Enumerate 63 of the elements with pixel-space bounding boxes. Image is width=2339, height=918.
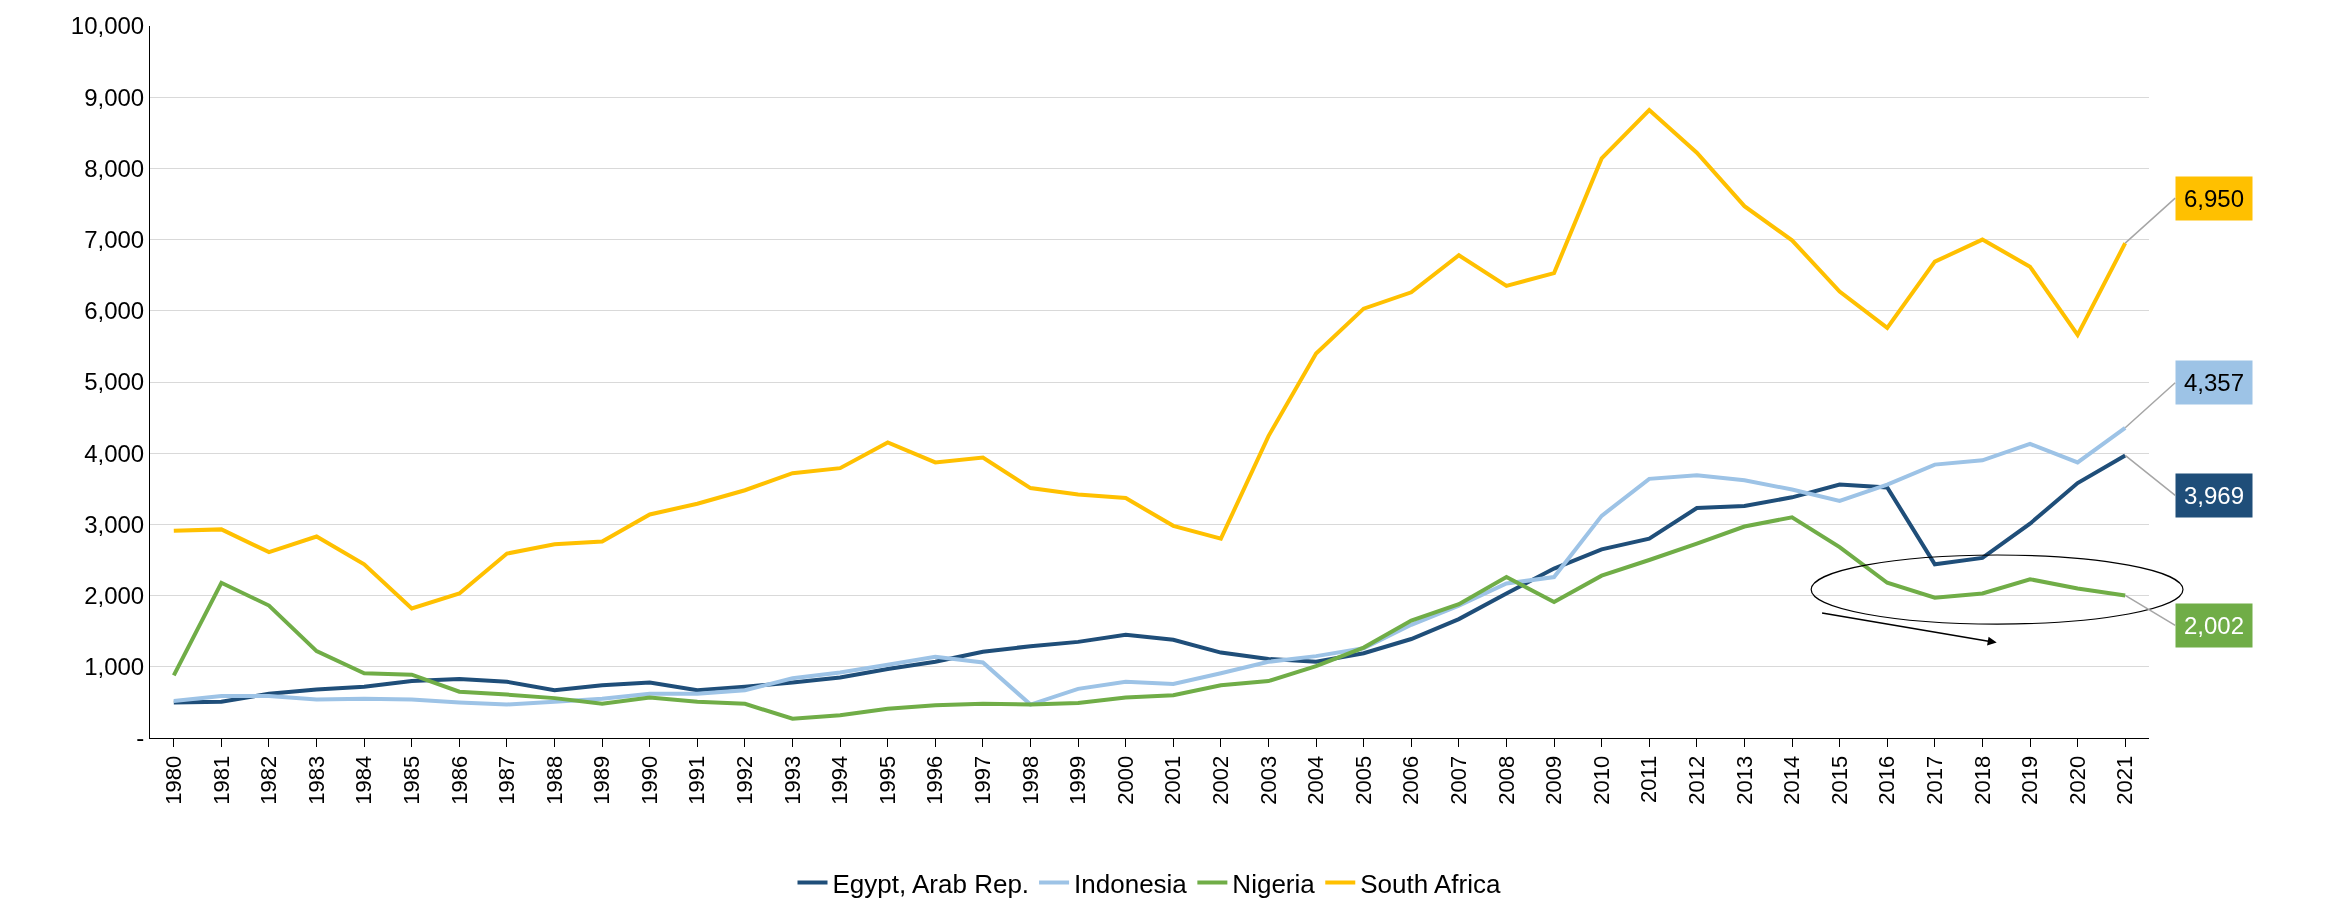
x-tick-label: 2016: [1874, 755, 1900, 805]
x-tick-label: 2017: [1921, 755, 1947, 805]
y-tick-label: 3,000: [84, 510, 145, 538]
x-tick-label: 2006: [1398, 755, 1424, 805]
x-tick-label: 1985: [398, 755, 424, 805]
x-tick-label: 2013: [1731, 755, 1757, 805]
legend-label: Egypt, Arab Rep.: [832, 868, 1030, 899]
x-tick-label: 1987: [494, 755, 520, 805]
x-tick-label: 2009: [1541, 755, 1567, 805]
x-tick-label: 2008: [1493, 755, 1519, 805]
y-tick-label: 8,000: [84, 154, 145, 182]
x-tick-label: 1986: [446, 755, 472, 805]
x-tick-label: 2021: [2112, 755, 2138, 805]
x-tick-label: 1994: [827, 755, 853, 805]
x-tick-label: 2019: [2017, 755, 2043, 805]
x-tick-label: 1989: [589, 755, 615, 805]
x-tick-label: 2010: [1588, 755, 1614, 805]
y-tick-label: 4,000: [84, 439, 145, 467]
data-label: 4,357: [2184, 369, 2245, 396]
x-tick-label: 2005: [1350, 755, 1376, 805]
x-tick-label: 2014: [1779, 755, 1805, 805]
x-tick-label: 2002: [1208, 755, 1234, 805]
x-tick-label: 1998: [1017, 755, 1043, 805]
legend-label: South Africa: [1360, 868, 1501, 899]
x-tick-label: 1983: [303, 755, 329, 805]
x-tick-label: 1995: [874, 755, 900, 805]
x-tick-label: 2020: [2064, 755, 2090, 805]
data-label: 6,950: [2184, 185, 2245, 212]
y-tick-label: 10,000: [70, 12, 145, 40]
x-tick-label: 1984: [351, 755, 377, 805]
x-tick-label: 2007: [1446, 755, 1472, 805]
x-tick-label: 1981: [208, 755, 234, 805]
x-tick-label: 1996: [922, 755, 948, 805]
y-tick-label: 9,000: [84, 83, 145, 111]
x-tick-label: 1990: [636, 755, 662, 805]
x-tick-label: 1982: [256, 755, 282, 805]
x-tick-label: 1988: [541, 755, 567, 805]
y-tick-label: 7,000: [84, 226, 145, 253]
line-series: [171, 108, 2128, 611]
data-label: 2,002: [2184, 612, 2245, 639]
x-tick-label: 2000: [1112, 755, 1138, 805]
legend-label: Nigeria: [1232, 868, 1316, 899]
x-tick-label: 1993: [779, 755, 805, 805]
x-tick-label: 2018: [1969, 755, 1995, 805]
x-tick-label: 1997: [970, 755, 996, 805]
y-tick-label: 6,000: [84, 297, 145, 325]
y-tick-label: 5,000: [84, 368, 145, 396]
x-tick-label: 1992: [732, 755, 758, 805]
data-label: 3,969: [2184, 482, 2245, 509]
x-tick-label: 2012: [1684, 755, 1709, 805]
x-tick-label: 2003: [1255, 755, 1281, 805]
y-tick-label: 2,000: [84, 582, 145, 609]
x-tick-label: 1980: [160, 755, 186, 805]
line-series: [171, 515, 2128, 721]
x-tick-label: 1991: [684, 755, 710, 805]
x-tick-label: 2011: [1636, 755, 1662, 804]
x-tick-label: 2001: [1160, 755, 1186, 805]
y-tick-label: 1,000: [84, 653, 145, 681]
x-tick-label: 1999: [1065, 755, 1091, 805]
x-tick-label: 2004: [1303, 755, 1329, 805]
x-tick-label: 2015: [1826, 755, 1852, 805]
legend-label: Indonesia: [1074, 868, 1188, 899]
y-tick-label: -: [136, 724, 145, 752]
